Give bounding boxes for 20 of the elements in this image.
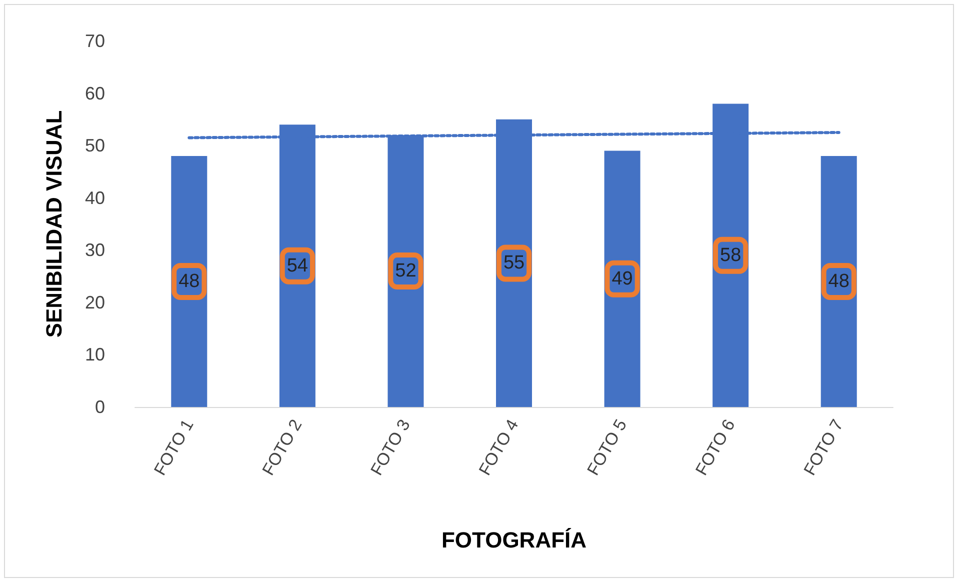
data-label: 54 <box>286 255 308 276</box>
data-label: 58 <box>720 244 742 266</box>
y-tick-label: 10 <box>84 344 105 365</box>
y-tick-label: 40 <box>84 188 105 208</box>
data-label: 52 <box>395 260 416 282</box>
data-label: 48 <box>178 271 200 292</box>
bar <box>604 150 640 407</box>
y-tick-label: 20 <box>84 292 105 312</box>
y-tick-label: 30 <box>84 240 105 260</box>
data-label: 49 <box>612 268 633 290</box>
y-tick-label: 60 <box>84 83 105 104</box>
x-axis-title: FOTOGRAFÍA <box>441 528 587 552</box>
y-axis-title: SENIBILIDAD VISUAL <box>42 110 66 338</box>
bar <box>820 156 857 407</box>
y-tick-label: 0 <box>94 397 105 417</box>
y-tick-label: 50 <box>84 136 105 156</box>
bar <box>171 156 208 407</box>
data-label: 48 <box>828 271 850 292</box>
data-label: 55 <box>503 252 525 274</box>
y-tick-label: 70 <box>84 31 105 51</box>
